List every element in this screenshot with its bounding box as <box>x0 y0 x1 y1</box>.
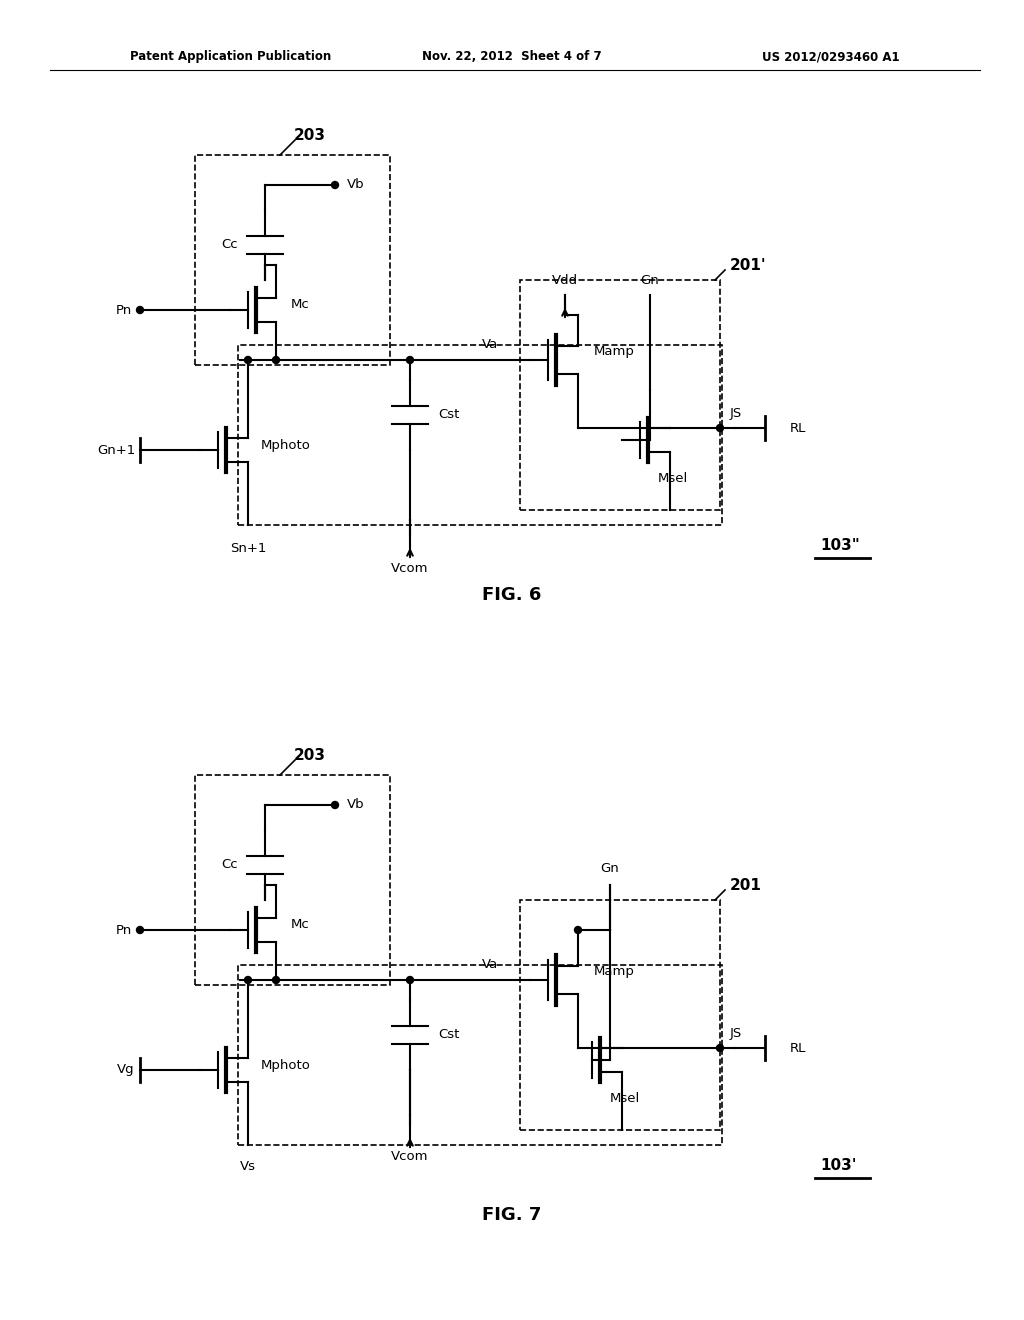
Text: Gn: Gn <box>641 273 659 286</box>
Text: 201': 201' <box>730 257 767 272</box>
Bar <box>195 154 390 366</box>
Circle shape <box>407 356 414 363</box>
Text: Cst: Cst <box>438 408 460 421</box>
Text: Mphoto: Mphoto <box>261 1059 311 1072</box>
Circle shape <box>407 977 414 983</box>
Circle shape <box>245 356 252 363</box>
Text: Mamp: Mamp <box>594 346 635 359</box>
Text: Gn+1: Gn+1 <box>96 444 135 457</box>
Text: Mc: Mc <box>291 919 309 932</box>
Text: FIG. 7: FIG. 7 <box>482 1206 542 1224</box>
Text: Vdd: Vdd <box>552 273 579 286</box>
Circle shape <box>574 927 582 933</box>
Text: 103': 103' <box>820 1158 856 1172</box>
Text: Mc: Mc <box>291 298 309 312</box>
Text: Msel: Msel <box>658 471 688 484</box>
Circle shape <box>717 425 724 432</box>
Text: 103": 103" <box>820 537 860 553</box>
Circle shape <box>332 801 339 808</box>
Bar <box>520 280 720 510</box>
Text: RL: RL <box>790 1041 806 1055</box>
Text: JS: JS <box>730 407 742 420</box>
Bar <box>520 900 720 1130</box>
Circle shape <box>332 181 339 189</box>
Text: 203: 203 <box>294 747 326 763</box>
Text: Nov. 22, 2012  Sheet 4 of 7: Nov. 22, 2012 Sheet 4 of 7 <box>422 50 602 63</box>
Text: Cc: Cc <box>221 239 239 252</box>
Text: Vcom: Vcom <box>391 1151 429 1163</box>
Circle shape <box>717 1044 724 1052</box>
Text: Va: Va <box>482 338 498 351</box>
Text: Vg: Vg <box>118 1064 135 1077</box>
Text: Vcom: Vcom <box>391 561 429 574</box>
Text: 203: 203 <box>294 128 326 143</box>
Text: 201: 201 <box>730 878 762 892</box>
Text: Pn: Pn <box>116 924 132 936</box>
Bar <box>238 345 722 525</box>
Bar <box>238 965 722 1144</box>
Text: Patent Application Publication: Patent Application Publication <box>130 50 331 63</box>
Text: Gn: Gn <box>601 862 620 874</box>
Text: FIG. 6: FIG. 6 <box>482 586 542 605</box>
Circle shape <box>136 306 143 314</box>
Text: Msel: Msel <box>610 1092 640 1105</box>
Text: Cc: Cc <box>221 858 239 871</box>
Text: JS: JS <box>730 1027 742 1040</box>
Text: Mamp: Mamp <box>594 965 635 978</box>
Circle shape <box>245 977 252 983</box>
Text: Vb: Vb <box>347 799 365 812</box>
Text: Mphoto: Mphoto <box>261 438 311 451</box>
Bar <box>195 775 390 985</box>
Text: RL: RL <box>790 421 806 434</box>
Circle shape <box>272 977 280 983</box>
Circle shape <box>272 356 280 363</box>
Text: Vb: Vb <box>347 178 365 191</box>
Text: Va: Va <box>482 958 498 972</box>
Circle shape <box>136 927 143 933</box>
Text: US 2012/0293460 A1: US 2012/0293460 A1 <box>763 50 900 63</box>
Text: Cst: Cst <box>438 1028 460 1041</box>
Text: Sn+1: Sn+1 <box>229 541 266 554</box>
Text: Pn: Pn <box>116 304 132 317</box>
Text: Vs: Vs <box>240 1160 256 1173</box>
